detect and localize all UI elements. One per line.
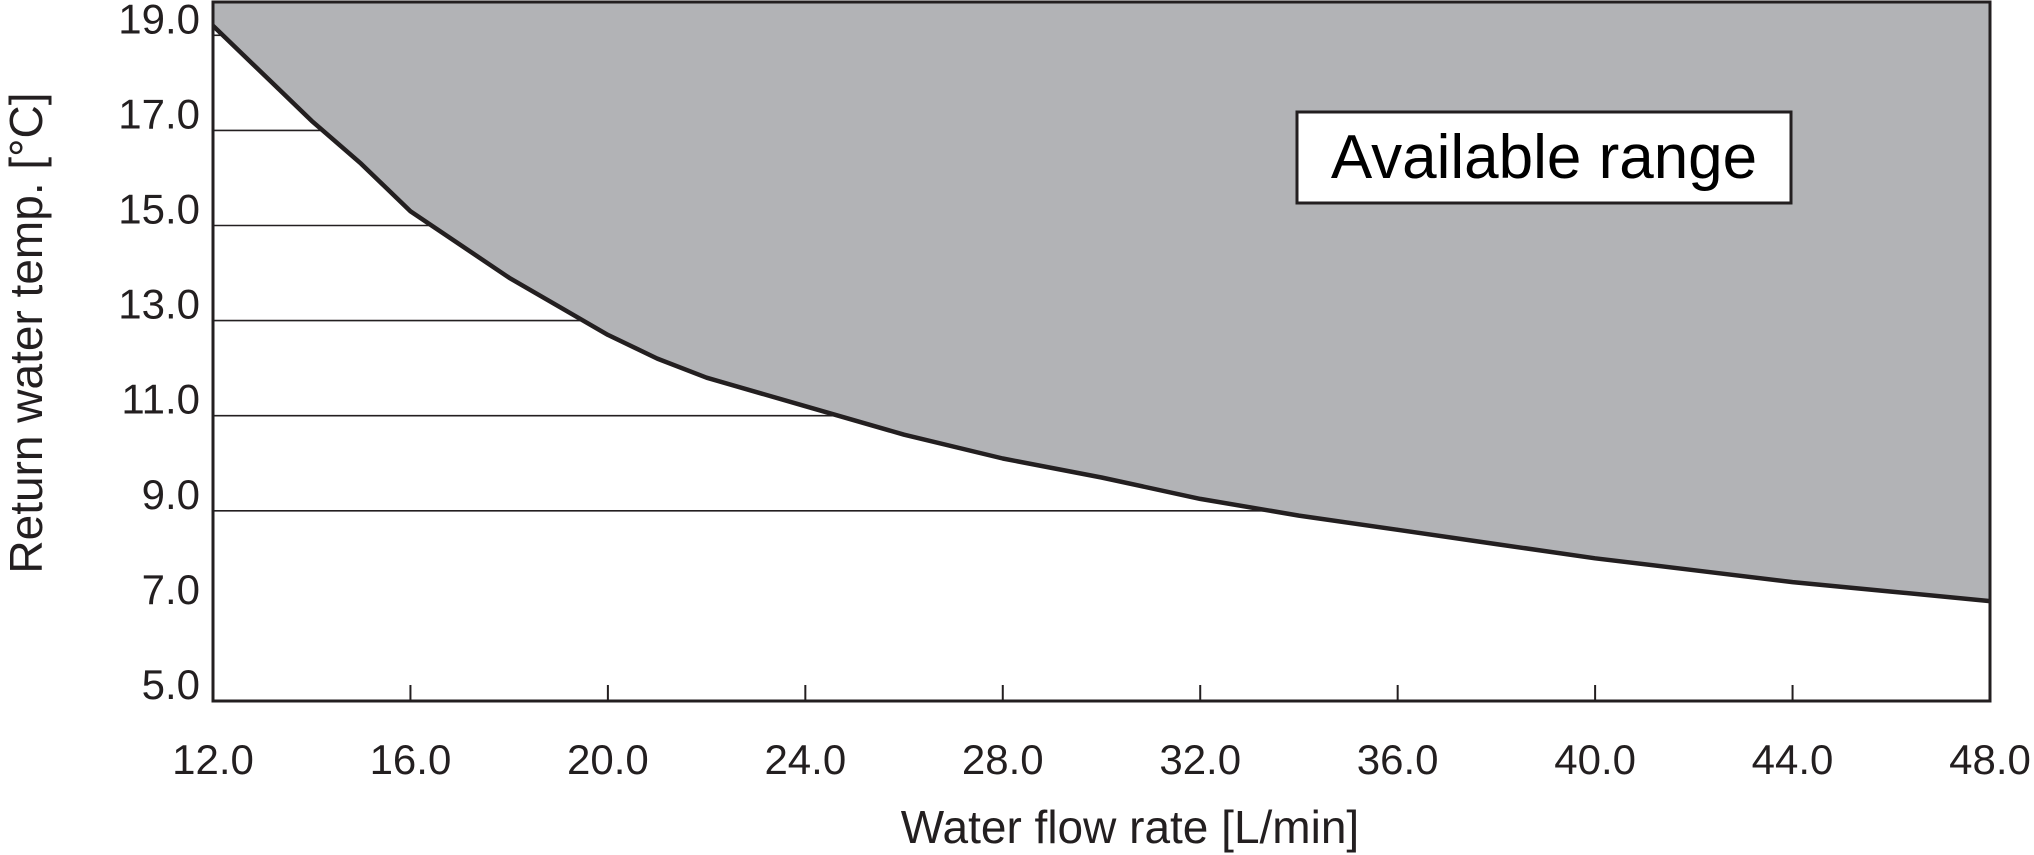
y-tick-label: 9.0 — [142, 471, 200, 518]
annotation-layer: Available range — [1295, 110, 1793, 205]
x-tick-label: 16.0 — [370, 736, 452, 783]
annotation-label: Available range — [1331, 123, 1757, 192]
x-tick-label: 44.0 — [1752, 736, 1834, 783]
x-tick-label: 32.0 — [1159, 736, 1241, 783]
x-tick-label: 20.0 — [567, 736, 649, 783]
annotation-box — [1295, 110, 1793, 205]
y-tick-label: 19.0 — [118, 0, 200, 42]
x-axis-title: Water flow rate [L/min] — [901, 801, 1359, 853]
y-tick-label: 5.0 — [142, 661, 200, 708]
frame-layer — [211, 0, 1992, 703]
y-tick-label: 13.0 — [118, 281, 200, 328]
plot-frame — [211, 0, 1992, 703]
x-tick-label: 28.0 — [962, 736, 1044, 783]
y-tick-layer: 5.0 7.0 9.0 11.0 13.0 15.0 17.0 19.0 — [118, 0, 200, 708]
x-tick-label: 36.0 — [1357, 736, 1439, 783]
y-tick-label: 7.0 — [142, 566, 200, 613]
series-line-lower-limit — [211, 24, 1991, 604]
line-layer — [211, 24, 1991, 604]
x-tick-layer: 12.0 16.0 20.0 24.0 28.0 32.0 36.0 40.0 44.0 48.0 — [172, 685, 2031, 783]
x-tick-label: 48.0 — [1949, 736, 2031, 783]
grid-layer — [213, 34, 1271, 512]
y-tick-label: 15.0 — [118, 185, 200, 232]
y-tick-label: 17.0 — [118, 90, 200, 137]
x-tick-label: 24.0 — [764, 736, 846, 783]
x-tick-label: 12.0 — [172, 736, 254, 783]
x-tick-label: 40.0 — [1554, 736, 1636, 783]
y-axis-title: Return water temp. [°C] — [0, 92, 52, 573]
y-tick-label: 11.0 — [121, 376, 200, 423]
